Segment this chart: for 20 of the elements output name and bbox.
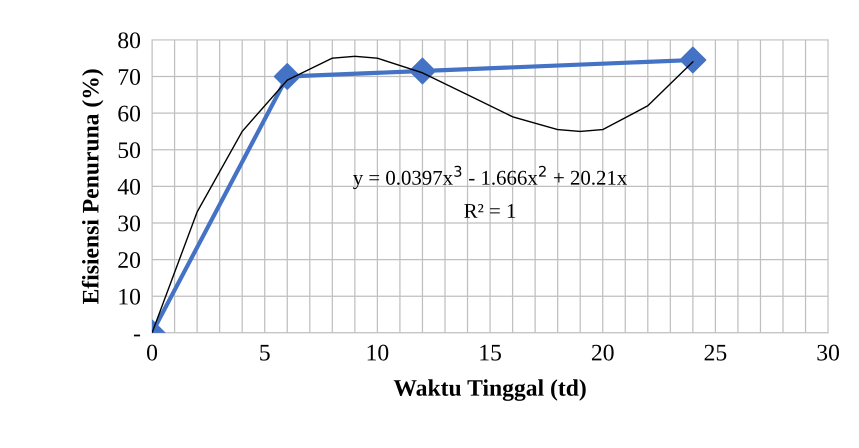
annotation: R² = 1 bbox=[464, 204, 516, 218]
y-tick-label: 50 bbox=[118, 142, 140, 158]
x-tick-label: 25 bbox=[704, 344, 726, 361]
y-tick-label: 40 bbox=[118, 178, 140, 195]
y-tick-label: 80 bbox=[118, 32, 140, 48]
y-tick-label: 20 bbox=[118, 252, 140, 268]
annotation: y = 0.0397x$^{3}$ - 1.666x$^{2}$ + 20.21x bbox=[353, 166, 628, 190]
x-tick-label: 20 bbox=[592, 344, 614, 361]
x-tick-label: 5 bbox=[260, 344, 270, 361]
y-tick-label: 60 bbox=[118, 106, 140, 122]
y-axis-title: Efisiensi Penuruna (%) bbox=[82, 69, 104, 304]
y-tick-label: 30 bbox=[118, 215, 140, 232]
x-tick-label: 30 bbox=[817, 344, 839, 361]
x-tick-label: 0 bbox=[147, 344, 158, 361]
x-tick-label: 15 bbox=[480, 344, 501, 361]
y-tick-label: 10 bbox=[119, 288, 140, 305]
y-tick-label: - bbox=[134, 334, 140, 336]
x-axis-title: Waktu Tinggal (td) bbox=[394, 379, 586, 401]
x-tick-label: 10 bbox=[368, 344, 388, 361]
y-tick-label: 70 bbox=[118, 68, 140, 85]
